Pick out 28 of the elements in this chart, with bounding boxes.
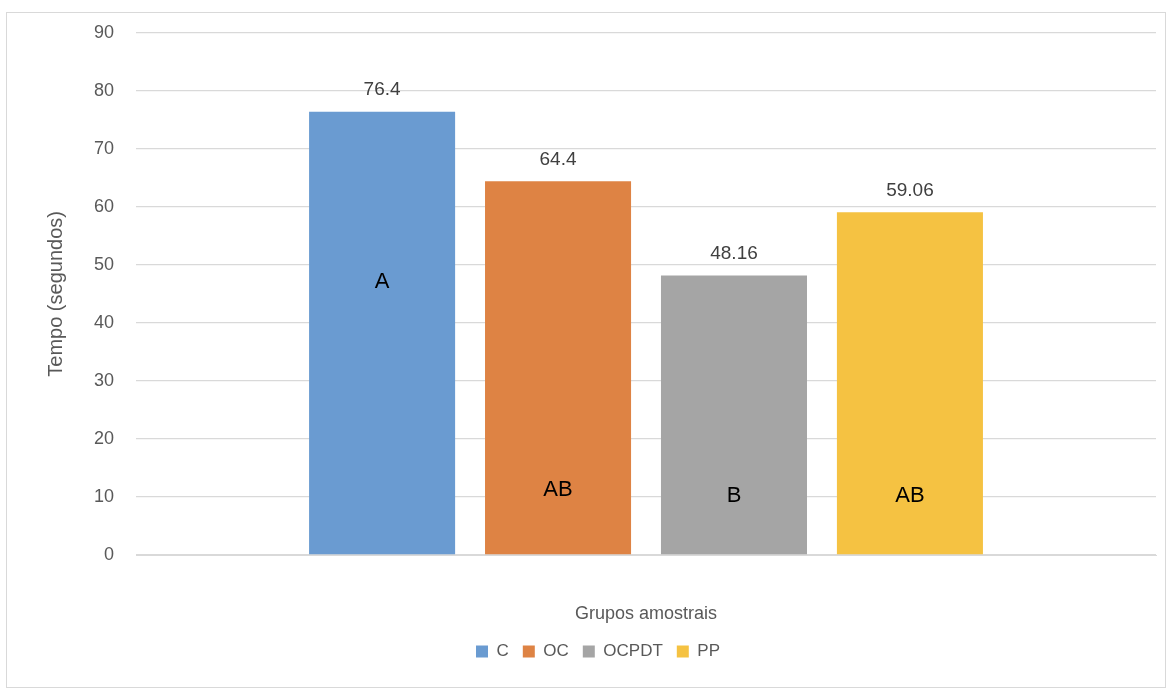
y-axis-title: Tempo (segundos) xyxy=(43,211,66,377)
data-label: 48.16 xyxy=(710,242,758,264)
y-tick-label: 90 xyxy=(93,21,115,42)
y-tick-label: 60 xyxy=(93,195,115,216)
annotation: A xyxy=(374,268,390,294)
data-label: 76.4 xyxy=(363,78,402,100)
legend-label: OC xyxy=(543,641,569,661)
y-tick-label: 0 xyxy=(104,543,115,564)
bar xyxy=(309,111,456,555)
x-axis-title: Grupos amostrais xyxy=(574,603,718,624)
y-tick-label: 50 xyxy=(93,253,115,274)
y-tick-label: 20 xyxy=(93,427,115,448)
bar xyxy=(836,212,983,555)
bar xyxy=(485,181,632,555)
y-tick-label: 80 xyxy=(93,79,115,100)
data-label: 59.06 xyxy=(886,179,934,201)
annotation: AB xyxy=(543,476,573,502)
legend-label: OCPDT xyxy=(603,641,663,661)
y-tick-label: 30 xyxy=(93,369,115,390)
y-tick-label: 70 xyxy=(93,137,115,158)
legend-label: PP xyxy=(697,641,720,661)
y-tick-label: 10 xyxy=(93,485,115,506)
annotation: B xyxy=(726,482,742,508)
legend-label: C xyxy=(496,641,509,661)
bar xyxy=(660,275,807,555)
y-tick-label: 40 xyxy=(93,311,115,332)
annotation: AB xyxy=(895,482,925,508)
data-label: 64.4 xyxy=(539,148,577,170)
